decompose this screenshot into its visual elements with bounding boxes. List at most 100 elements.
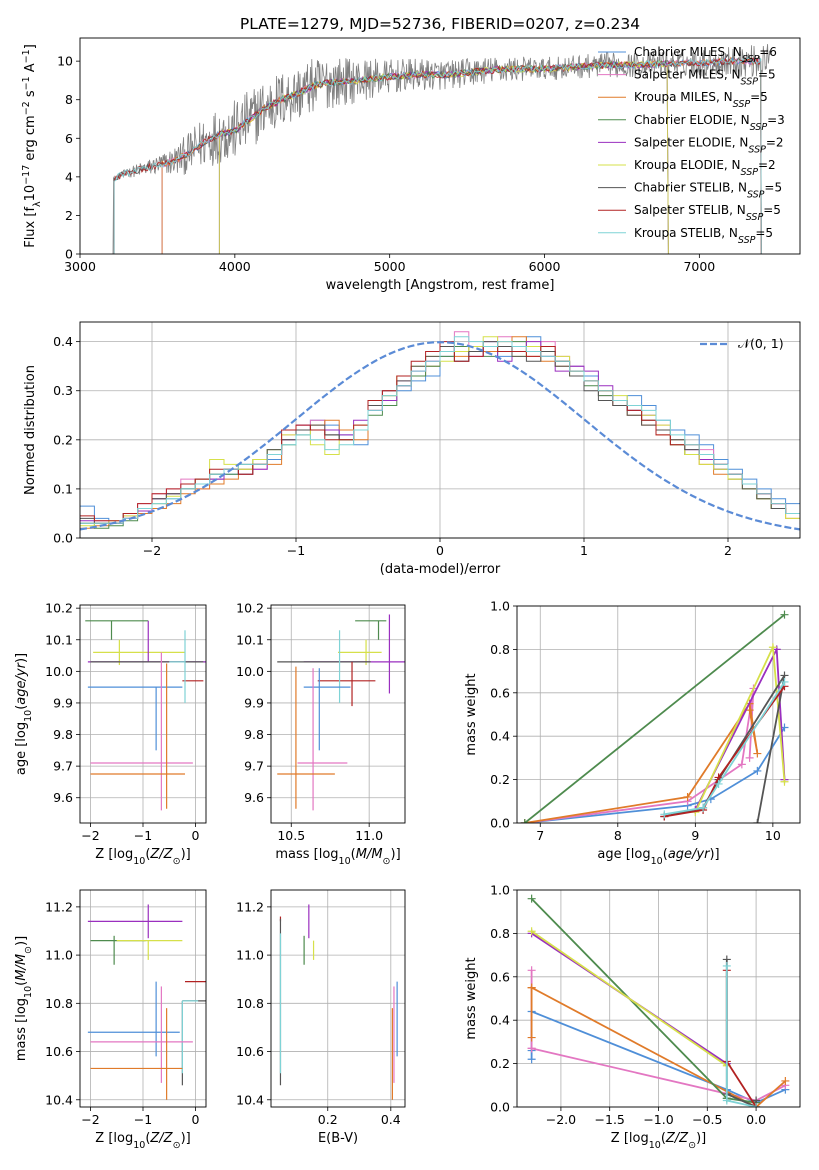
label-part: =5 [763, 203, 781, 217]
label-part: ⊙ [688, 1140, 696, 1151]
spectrum-xtick-label: 5000 [374, 259, 406, 274]
ebv_vs_mass-grid [271, 890, 405, 1107]
histogram-panel: −2 −1 0 1 2 0.0 0.1 0.2 0.3 0.4 𝒩(0, 1) (data-model… [23, 321, 801, 577]
massweight-marker [699, 803, 708, 812]
label-part: Chabrier ELODIE, N [634, 113, 750, 127]
mass_vs_age-xtick-label: 11.0 [355, 828, 383, 843]
residual_hist-ytick-label: 0.0 [53, 531, 73, 546]
ebv_vs_mass-xtick-label: 0.4 [381, 1112, 401, 1127]
label-part: Chabrier STELIB, N [634, 181, 747, 195]
age_vs_massweight-ytick-label: 0.0 [490, 816, 510, 831]
spectrum-ytick-label: 4 [65, 169, 73, 184]
label-part: ( [14, 705, 29, 710]
label-part: SSP [738, 234, 756, 245]
age_vs_massweight-frame [516, 605, 801, 824]
label-part: Z [log [95, 1131, 133, 1146]
massweight-series [524, 701, 759, 823]
z_vs_age-ytick-label: 9.6 [53, 790, 73, 805]
label-part: (data-model)/error [380, 562, 501, 577]
legend-label: Salpeter ELODIE, NSSP=2 [634, 135, 784, 155]
massweight-series [725, 970, 757, 1107]
z_vs_age-grid [80, 605, 206, 823]
ebv_vs_mass-ytick-label: 11.2 [236, 899, 264, 914]
label-part: erg cm [23, 115, 38, 164]
z_vs_massweight-plot-area [527, 894, 790, 1107]
legend-label: Kroupa ELODIE, NSSP=2 [634, 158, 776, 178]
z_vs_age-ytick-label: 10.2 [45, 601, 73, 616]
z_vs_mass-ytick-label: 10.4 [45, 1092, 73, 1107]
massweight-series [524, 613, 786, 823]
spectrum-frame [79, 37, 801, 255]
massweight-marker [768, 643, 777, 652]
mass_vs_age-ytick-label: 10.0 [236, 664, 264, 679]
label-part: )] [181, 847, 191, 862]
mass_vs_age-ytick-label: 9.9 [244, 695, 264, 710]
z_vs_mass-ytick-label: 11.0 [45, 948, 73, 963]
age_vs_massweight-ytick-label: 0.6 [490, 685, 510, 700]
z_vs_massweight-ytick-label: 0.2 [490, 1056, 510, 1071]
legend-label: Chabrier STELIB, NSSP=5 [634, 181, 782, 201]
massweight-marker [722, 1096, 731, 1105]
z_vs_age-plot-area [85, 620, 206, 811]
spectrum-panel: 3000 4000 5000 6000 7000 0 2 4 6 8 10 Chabrier MILE… [21, 37, 801, 293]
massweight-marker [737, 760, 746, 769]
label-part: )] [696, 1131, 706, 1146]
spectrum-data-line [111, 44, 771, 254]
z_vs_age-xtick-label: −2 [81, 828, 99, 843]
age_vs_massweight-xtick-label: 7 [536, 828, 544, 843]
label-part: Salpeter MILES, N [634, 68, 741, 82]
label-part: Z [log [95, 847, 133, 862]
z_vs_age-xlabel: Z [log10(Z/Z⊙)] [95, 847, 190, 867]
massweight-marker [527, 927, 536, 936]
label-part: ] [23, 44, 38, 49]
label-part: 10 [23, 710, 34, 722]
spectrum-ytick-label: 6 [65, 131, 73, 146]
residual_hist-ytick-label: 0.3 [53, 383, 73, 398]
z_vs_age-panel: −2 −1 09.69.79.89.910.010.110.2Z [log10(Z/… [14, 601, 207, 867]
legend-label: Chabrier ELODIE, NSSP=3 [634, 113, 785, 133]
spectrum-model-line [161, 56, 762, 254]
label-part: age [log [14, 722, 29, 775]
label-part: mass [log [14, 998, 29, 1061]
label-part: SSP [746, 212, 764, 223]
label-part: 10 [23, 986, 34, 998]
age_vs_massweight-xtick-label: 9 [691, 828, 699, 843]
ebv_vs_mass-plot-area [279, 904, 398, 1100]
residual_hist-ytick-label: 0.1 [53, 481, 73, 496]
label-part: )] [14, 936, 29, 946]
z_vs_age-ylabel: age [log10(age/yr)] [14, 653, 34, 775]
label-part: mass [log [275, 847, 338, 862]
label-part: 10 [133, 1140, 145, 1151]
ebv_vs_mass-ytick-label: 10.4 [236, 1092, 264, 1107]
label-part: Z/Z [149, 847, 173, 862]
label-part: age [log [597, 847, 650, 862]
massweight-marker [745, 753, 754, 762]
label-part: =2 [758, 158, 776, 172]
legend-label: Kroupa MILES, NSSP=5 [634, 90, 768, 110]
z_vs_age-frame [79, 604, 207, 824]
z_vs_massweight-xtick-label: −0.5 [692, 1112, 722, 1127]
label-part: age/yr [14, 661, 29, 704]
label-part: =3 [767, 113, 785, 127]
massweight-marker [527, 983, 536, 992]
label-part: λ [32, 201, 43, 207]
massweight-series [531, 930, 728, 1067]
z_vs_mass-xlabel: Z [log10(Z/Z⊙)] [95, 1131, 190, 1151]
spectrum-ylabel: Flux [fλ10−17 erg cm−2 s−1 A−1] [21, 44, 43, 248]
label-part: Kroupa STELIB, N [634, 226, 738, 240]
massweight-series [524, 688, 755, 823]
massweight-marker [520, 819, 529, 823]
label-part: ( [663, 847, 668, 862]
z_vs_massweight-xtick-label: 0.0 [746, 1112, 766, 1127]
label-part: ⊙ [173, 1140, 181, 1151]
label-part: SSP [748, 144, 766, 155]
massweight-marker [753, 819, 762, 823]
label-part: s [23, 90, 38, 101]
residual_hist-ytick-label: 0.4 [53, 334, 73, 349]
z_vs_mass-grid [80, 890, 206, 1107]
z_vs_massweight-xtick-label: −2.0 [546, 1112, 576, 1127]
label-part: Z/Z [665, 1131, 689, 1146]
residual_hist-ylabel: Normed distribution [23, 365, 38, 495]
